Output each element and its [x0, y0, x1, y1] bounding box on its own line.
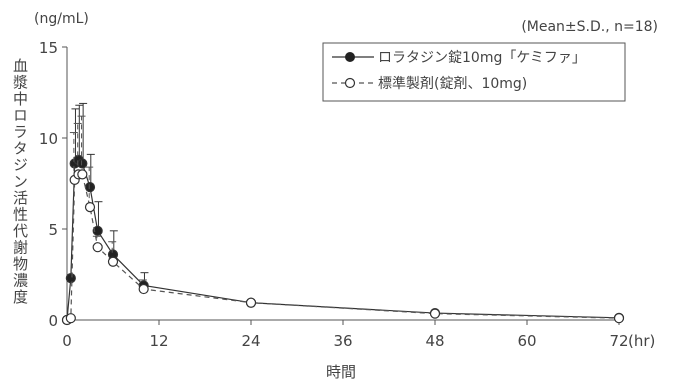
x-tick-label: 72: [609, 332, 628, 350]
data-point: [613, 313, 625, 324]
legend-marker-reference: [344, 77, 356, 89]
legend: ロラタジン錠10mg「ケミファ」 標準製剤(錠剤、10mg): [322, 42, 626, 102]
x-tick-label: 36: [333, 332, 352, 350]
stats-note: (Mean±S.D., n=18): [521, 19, 658, 35]
x-tick-label: 60: [517, 332, 536, 350]
series-line: [66, 159, 620, 321]
y-tick-label: 10: [39, 130, 58, 148]
data-point: [77, 169, 88, 180]
y-tick-label: 15: [39, 39, 58, 57]
legend-label-reference: 標準製剤(錠剤、10mg): [378, 76, 527, 92]
data-point: [65, 273, 76, 284]
data-point: [84, 202, 96, 213]
data-point: [65, 313, 76, 324]
data-point: [92, 242, 103, 253]
data-point: [245, 297, 257, 308]
series-line: [66, 173, 620, 321]
x-tick-label: 12: [149, 332, 168, 350]
legend-marker-test: [345, 52, 355, 62]
legend-item-test: ロラタジン錠10mg「ケミファ」: [332, 50, 586, 66]
x-tick-label: 0: [62, 332, 72, 350]
x-axis-title: 時間: [326, 363, 356, 381]
x-tick-label: 48: [425, 332, 444, 350]
data-point: [92, 225, 103, 236]
y-unit-label: (ng/mL): [34, 11, 89, 27]
data-point: [429, 308, 441, 319]
series-group: [61, 102, 625, 326]
axes: 0 12 24 36 48 60 72 0 5 10 15: [39, 39, 629, 350]
x-unit-label: (hr): [628, 332, 655, 350]
legend-label-test: ロラタジン錠10mg「ケミファ」: [378, 50, 586, 66]
x-tick-label: 24: [241, 332, 260, 350]
legend-box: [322, 42, 626, 102]
series-reference: [61, 115, 625, 326]
data-point: [107, 256, 119, 267]
y-axis-title: 血漿中ロラタジン活性代謝物濃度: [11, 58, 29, 306]
data-point: [84, 182, 96, 193]
legend-item-reference: 標準製剤(錠剤、10mg): [332, 76, 527, 92]
y-tick-label: 5: [48, 221, 58, 239]
data-point: [138, 283, 149, 295]
y-tick-label: 0: [48, 312, 58, 330]
